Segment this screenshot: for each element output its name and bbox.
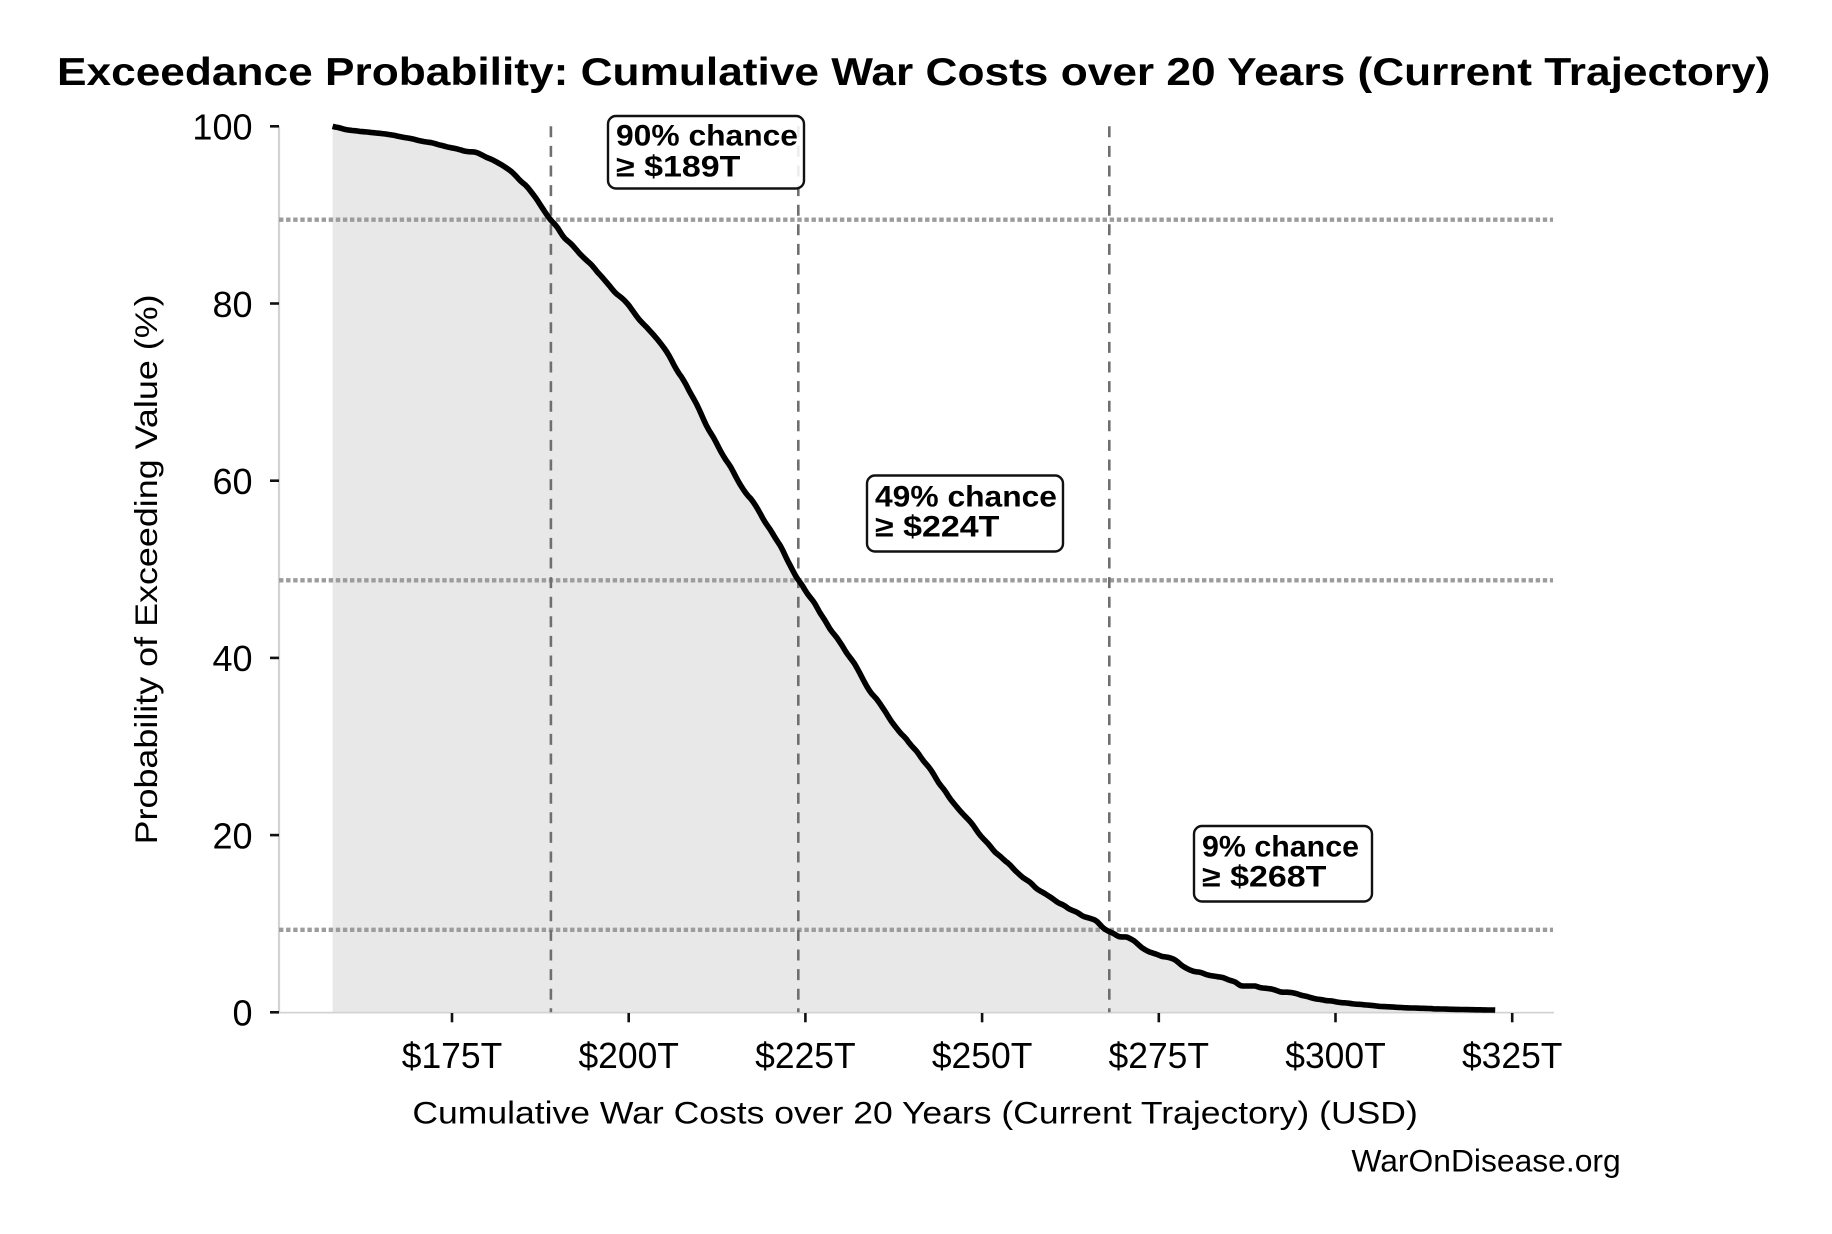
svg-text:$325T: $325T	[1462, 1035, 1563, 1076]
svg-text:Exceedance Probability: Cumula: Exceedance Probability: Cumulative War C…	[57, 50, 1770, 94]
svg-text:$250T: $250T	[932, 1035, 1033, 1076]
svg-text:90% chance: 90% chance	[616, 119, 798, 152]
svg-text:Probability of Exceeding Value: Probability of Exceeding Value (%)	[128, 294, 164, 844]
svg-text:$200T: $200T	[578, 1035, 679, 1076]
svg-text:20: 20	[212, 815, 252, 856]
svg-text:9% chance: 9% chance	[1202, 830, 1359, 863]
svg-text:0: 0	[232, 993, 252, 1034]
svg-text:60: 60	[212, 461, 252, 502]
svg-text:49% chance: 49% chance	[875, 480, 1057, 513]
svg-text:100: 100	[192, 107, 252, 148]
svg-text:40: 40	[212, 638, 252, 679]
svg-text:$225T: $225T	[755, 1035, 856, 1076]
svg-text:≥ $189T: ≥ $189T	[616, 151, 740, 184]
svg-text:80: 80	[212, 284, 252, 325]
svg-text:$175T: $175T	[402, 1035, 503, 1076]
svg-text:$300T: $300T	[1285, 1035, 1386, 1076]
svg-text:≥ $268T: ≥ $268T	[1202, 861, 1326, 894]
svg-text:$275T: $275T	[1109, 1035, 1210, 1076]
svg-text:≥ $224T: ≥ $224T	[875, 511, 999, 544]
svg-text:WarOnDisease.org: WarOnDisease.org	[1351, 1142, 1620, 1178]
svg-text:Cumulative War Costs over 20 Y: Cumulative War Costs over 20 Years (Curr…	[412, 1094, 1417, 1130]
